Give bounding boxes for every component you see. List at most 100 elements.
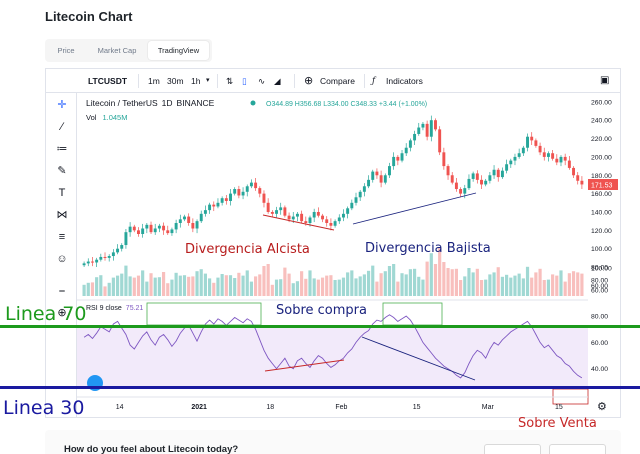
volume-bar [249, 281, 254, 296]
candle-body [337, 217, 341, 222]
price-tick-label: 140.00 [591, 209, 612, 216]
candle-body [341, 213, 345, 218]
compare-button[interactable]: Compare [320, 76, 355, 86]
volume-bar [446, 268, 450, 296]
candle-body [580, 180, 584, 185]
volume-bar [505, 274, 509, 296]
line-style-icon[interactable]: ∿ [258, 76, 266, 86]
interval-1h-button[interactable]: 1h [191, 76, 201, 86]
brush-icon[interactable]: ✎ [57, 165, 67, 177]
candle-body [249, 182, 253, 187]
candle-body [488, 175, 492, 181]
price-tick-label: 220.00 [591, 136, 612, 143]
overbought-box-2 [382, 302, 443, 326]
volume-bar [459, 280, 463, 296]
volume-bar [454, 268, 458, 296]
candle-body [262, 193, 266, 203]
candle-body [388, 166, 391, 176]
candle-body [509, 160, 513, 165]
candle-body [404, 147, 408, 154]
candle-body [304, 221, 308, 223]
candle-body [429, 120, 433, 137]
volume-bar [484, 279, 488, 296]
volume-bars [82, 248, 584, 296]
volume-bar [383, 271, 387, 296]
volume-bar [262, 266, 266, 296]
volume-bar [178, 275, 182, 296]
vote-bad-button[interactable] [549, 444, 606, 454]
rsi-legend: RSI 9 close 75.21 [86, 305, 143, 312]
volume-bar [488, 274, 492, 296]
candle-body [191, 222, 195, 229]
candle-body [555, 158, 559, 163]
candle-body [434, 120, 437, 130]
candle-body [576, 175, 580, 181]
interval-30m-button[interactable]: 30m [167, 76, 184, 86]
candle-body [212, 204, 216, 207]
trend-line-icon[interactable]: ∕ [61, 121, 63, 133]
candle-body [199, 213, 203, 222]
volume-bar [111, 277, 115, 296]
candle-body [153, 228, 157, 233]
volume-bar [530, 277, 534, 296]
zoom-in-icon[interactable]: ⊕ [57, 307, 67, 319]
volume-tick-label: 80.00 [591, 278, 608, 285]
indicators-button[interactable]: Indicators [386, 76, 423, 86]
annotation-linea-30: Linea 30 [3, 397, 85, 419]
volume-bar [496, 267, 500, 296]
volume-bar [274, 279, 279, 296]
candle-body [471, 173, 475, 179]
candle-body [505, 164, 509, 171]
rsi-line-70 [0, 325, 640, 328]
crosshair-icon[interactable]: ✛ [57, 99, 67, 111]
bar-style-icon[interactable]: ⇅ [226, 76, 234, 86]
volume-bar [258, 274, 262, 296]
fib-retracement-icon[interactable]: ≔ [56, 143, 68, 155]
volume-bar [521, 278, 525, 296]
pattern-icon[interactable]: ⋈ [56, 209, 68, 221]
indicators-fx-icon[interactable]: ƒ [372, 76, 376, 86]
price-bullish-divergence-line [262, 214, 335, 231]
area-style-icon[interactable]: ◢ [274, 76, 281, 86]
camera-snapshot-icon[interactable]: ▣ [600, 75, 610, 86]
rsi-label: RSI 9 close [86, 305, 122, 312]
candle-body [329, 222, 333, 226]
compare-plus-icon[interactable]: ⊕ [304, 75, 314, 87]
candle-body [95, 259, 99, 263]
emoji-icon[interactable]: ☺ [56, 253, 68, 265]
symbol-search-button[interactable]: LTCUSDT [88, 76, 128, 86]
tab-market-cap[interactable]: Market Cap [97, 46, 137, 55]
tab-tradingview[interactable]: TradingView [148, 41, 209, 60]
rsi-bullish-divergence-line [264, 359, 345, 372]
volume-bar [442, 262, 446, 296]
volume-bar [534, 272, 538, 296]
volume-bar [136, 275, 141, 296]
candles-style-icon[interactable]: ▯ [242, 76, 247, 86]
candle-body [521, 147, 525, 154]
price-tick-label: 260.00 [591, 99, 612, 106]
volume-bar [450, 269, 454, 296]
text-tool-icon[interactable]: T [58, 187, 66, 199]
candle-body [475, 173, 479, 180]
candle-body [551, 153, 555, 159]
rsi-band [77, 325, 588, 388]
volume-bar [542, 280, 546, 296]
chart-settings-gear-icon[interactable]: ⚙ [597, 400, 607, 413]
volume-bar [90, 282, 95, 296]
legend-pair: Litecoin / TetherUS 1D BINANCE [86, 98, 215, 108]
candle-body [291, 216, 295, 220]
interval-dropdown-chevron-icon[interactable]: ▾ [206, 77, 210, 84]
prediction-icon[interactable]: ≡ [58, 231, 66, 243]
chart-tabs: Price Market Cap TradingView [45, 39, 212, 62]
candle-body [354, 197, 358, 203]
sentiment-question: How do you feel about Litecoin today? [64, 444, 239, 454]
measure-ruler-icon[interactable]: ⎯ [59, 285, 65, 297]
vote-good-button[interactable] [484, 444, 541, 454]
candle-body [408, 140, 412, 148]
candle-body [258, 188, 262, 194]
candle-body [350, 202, 354, 209]
tab-price[interactable]: Price [57, 46, 75, 55]
interval-1m-button[interactable]: 1m [148, 76, 160, 86]
candle-body [145, 224, 149, 229]
